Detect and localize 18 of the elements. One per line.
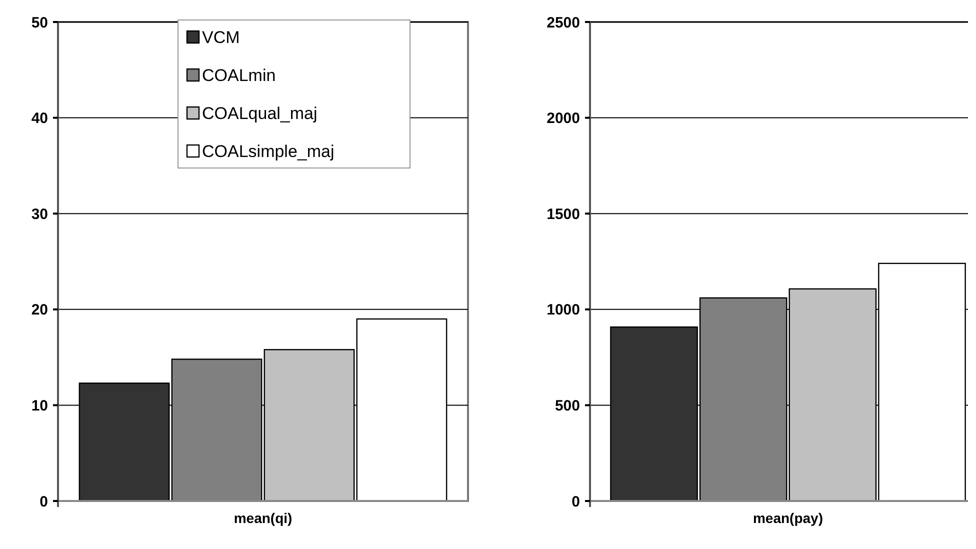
legend-label: COALsimple_maj — [202, 142, 334, 161]
y-tick-label: 30 — [31, 206, 48, 223]
legend-label: COALqual_maj — [202, 104, 318, 123]
legend-label: VCM — [202, 28, 240, 47]
legend-label: COALmin — [202, 66, 276, 85]
y-tick-label: 1000 — [546, 302, 580, 319]
y-tick-label: 1500 — [546, 206, 580, 223]
y-tick-label: 0 — [572, 493, 580, 510]
y-tick-label: 20 — [31, 302, 48, 319]
y-tick-label: 2500 — [546, 14, 580, 32]
y-tick-label: 500 — [554, 397, 580, 414]
y-tick-label: 40 — [31, 110, 48, 128]
x-tick-label: mean(qi) — [234, 510, 292, 526]
y-tick-label: 0 — [40, 493, 48, 510]
y-tick-label: 10 — [31, 397, 48, 414]
y-tick-label: 50 — [31, 14, 48, 32]
y-tick-label: 2000 — [546, 110, 580, 128]
x-tick-label: mean(pay) — [752, 510, 824, 526]
